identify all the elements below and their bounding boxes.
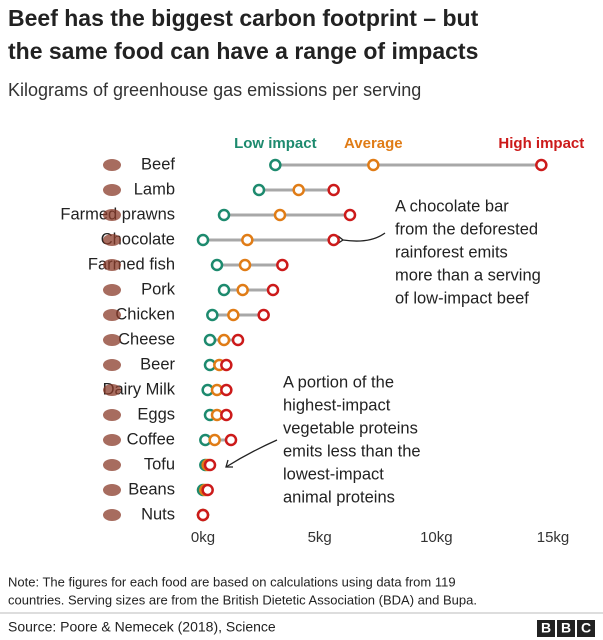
category-label: Coffee — [127, 430, 175, 448]
dot — [201, 483, 214, 497]
category-label: Beans — [128, 480, 175, 498]
dot — [196, 508, 210, 522]
dot — [535, 158, 548, 172]
food-icon — [103, 384, 121, 396]
dot — [241, 233, 254, 247]
food-icon — [103, 434, 121, 446]
dot — [266, 283, 280, 297]
legend-label: Average — [344, 135, 403, 152]
category-label: Lamb — [134, 180, 175, 198]
food-icon — [103, 159, 121, 171]
annotation: of low-impact beef — [395, 289, 529, 307]
dot — [269, 158, 282, 172]
dot — [227, 308, 240, 322]
dot — [238, 258, 252, 272]
legend-label: High impact — [498, 135, 584, 152]
logo-letter: B — [541, 620, 551, 636]
category-label: Tofu — [144, 455, 175, 473]
annotation: rainforest emits — [395, 243, 508, 261]
dot — [217, 333, 231, 347]
food-icon — [103, 234, 121, 246]
chart-subtitle: Kilograms of greenhouse gas emissions pe… — [8, 80, 421, 100]
category-label: Nuts — [141, 505, 175, 523]
food-icon — [103, 409, 121, 421]
source: Source: Poore & Nemecek (2018), Science — [8, 619, 276, 635]
x-tick-label: 15kg — [537, 529, 570, 546]
dot — [217, 208, 231, 222]
dot — [292, 183, 305, 197]
dot — [276, 258, 289, 272]
annotation: highest-impact — [283, 396, 391, 414]
annotation: more than a serving — [395, 266, 541, 284]
food-icon — [103, 209, 121, 221]
food-icon — [103, 259, 121, 271]
arrow — [225, 439, 278, 468]
arrow — [342, 232, 386, 242]
annotation: animal proteins — [283, 488, 395, 506]
annotation: vegetable proteins — [283, 419, 418, 437]
dot — [217, 283, 231, 297]
food-icon — [103, 184, 121, 196]
dot — [231, 333, 245, 347]
category-label: Dairy Milk — [103, 380, 176, 398]
arrowhead — [225, 459, 233, 468]
logo-box — [557, 620, 575, 637]
food-icon — [103, 284, 121, 296]
dot — [252, 183, 266, 197]
note: Note: The figures for each food are base… — [8, 574, 456, 589]
dot — [210, 258, 224, 272]
x-tick-label: 5kg — [308, 529, 332, 546]
dot — [236, 283, 249, 297]
x-tick-label: 0kg — [191, 529, 215, 546]
dot — [327, 183, 340, 197]
chart-title: the same food can have a range of impact… — [8, 38, 478, 64]
note: countries. Serving sizes are from the Br… — [8, 592, 477, 607]
food-icon — [103, 459, 121, 471]
category-label: Pork — [141, 280, 176, 298]
category-label: Chocolate — [101, 230, 175, 248]
logo-letter: C — [581, 620, 591, 636]
category-label: Beer — [140, 355, 175, 373]
dot — [343, 208, 357, 222]
dot — [224, 433, 238, 447]
annotation: lowest-impact — [283, 465, 384, 483]
logo-letter: B — [561, 620, 571, 636]
food-icon — [103, 509, 121, 521]
annotation: A portion of the — [283, 373, 394, 391]
legend-label: Low impact — [234, 135, 317, 152]
dot — [203, 333, 217, 347]
dot — [257, 308, 270, 322]
dot — [203, 458, 217, 472]
dot — [206, 308, 219, 322]
category-label: Beef — [141, 155, 175, 173]
dot — [367, 158, 380, 172]
logo-box — [577, 620, 595, 637]
food-icon — [103, 484, 121, 496]
dot — [220, 408, 233, 422]
dot — [273, 208, 287, 222]
annotation: emits less than the — [283, 442, 421, 460]
food-icon — [103, 359, 121, 371]
category-label: Farmed fish — [88, 255, 175, 273]
logo-box — [537, 620, 555, 637]
dot — [220, 358, 233, 372]
annotation: from the deforested — [395, 220, 538, 238]
food-icon — [103, 309, 121, 321]
dot — [220, 383, 233, 397]
dot — [208, 433, 221, 447]
category-label: Eggs — [137, 405, 175, 423]
dot — [196, 233, 210, 247]
annotation: A chocolate bar — [395, 197, 509, 215]
category-label: Chicken — [115, 305, 175, 323]
category-label: Cheese — [118, 330, 175, 348]
dot — [327, 233, 340, 247]
chart-title: Beef has the biggest carbon footprint – … — [8, 5, 479, 31]
x-tick-label: 10kg — [420, 529, 453, 546]
food-icon — [103, 334, 121, 346]
